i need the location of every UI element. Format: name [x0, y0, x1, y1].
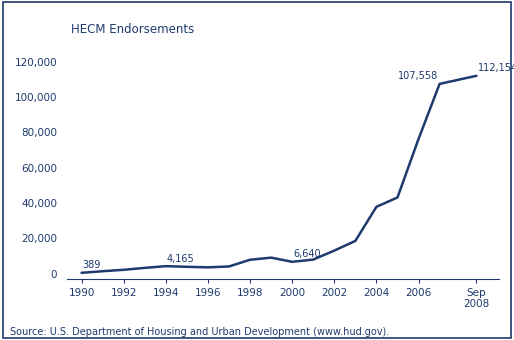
Text: 6,640: 6,640	[293, 249, 321, 259]
Text: Source: U.S. Department of Housing and Urban Development (www.hud.gov).: Source: U.S. Department of Housing and U…	[10, 327, 390, 337]
Text: 107,558: 107,558	[398, 71, 438, 81]
Text: 4,165: 4,165	[167, 254, 195, 264]
Text: 112,154: 112,154	[478, 63, 514, 73]
Text: 389: 389	[83, 260, 101, 270]
Text: HECM Endorsements: HECM Endorsements	[71, 23, 194, 36]
